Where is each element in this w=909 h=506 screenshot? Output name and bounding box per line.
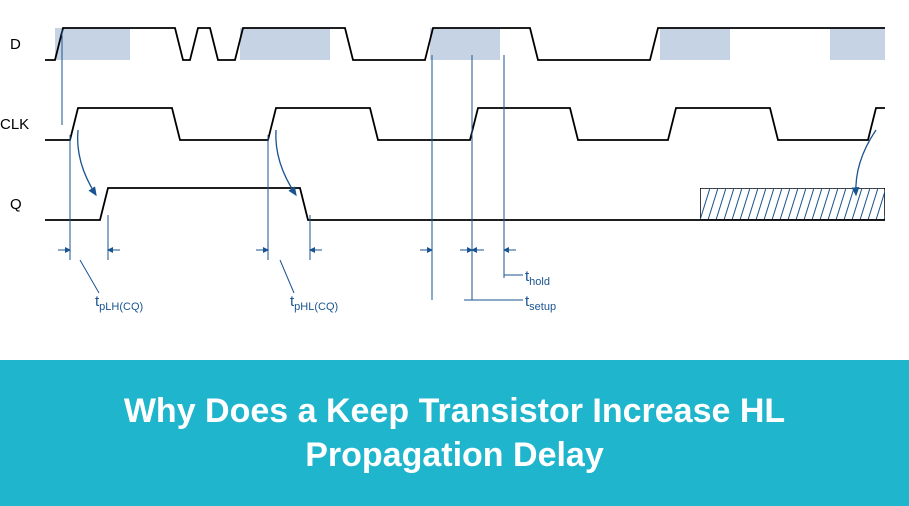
label-thold: thold xyxy=(525,268,550,288)
title-banner: Why Does a Keep Transistor Increase HL P… xyxy=(0,360,909,506)
signal-label-clk: CLK xyxy=(0,116,29,133)
signal-label-q: Q xyxy=(10,196,22,213)
label-tphl: tpHL(CQ) xyxy=(290,293,338,313)
signal-label-d: D xyxy=(10,36,21,53)
label-tsetup: tsetup xyxy=(525,293,556,313)
timing-diagram-area: D CLK Q tpLH(CQ) tpHL(CQ) thold tsetup xyxy=(0,0,909,360)
banner-title-text: Why Does a Keep Transistor Increase HL P… xyxy=(40,389,869,477)
label-tplh: tpLH(CQ) xyxy=(95,293,143,313)
